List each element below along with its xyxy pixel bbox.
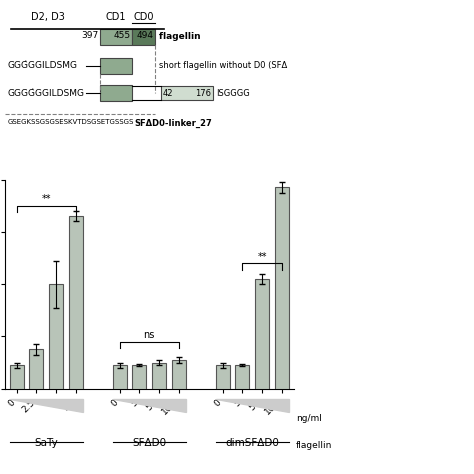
Polygon shape (113, 399, 186, 412)
Bar (216, 365, 229, 389)
Bar (69, 216, 83, 389)
Bar (275, 187, 289, 389)
Text: dimSFΔD0: dimSFΔD0 (225, 438, 279, 448)
Text: GSEGKSSGSGSESKVTDSGSETGSSGS: GSEGKSSGSGSESKVTDSGSETGSSGS (8, 119, 134, 125)
Bar (100, 58, 132, 74)
Bar (161, 86, 213, 100)
Text: CD1: CD1 (106, 12, 126, 22)
Text: short flagellin without D0 (SFΔ: short flagellin without D0 (SFΔ (159, 61, 288, 70)
Bar (9, 365, 24, 389)
Bar (255, 279, 269, 389)
Text: GGGĜGGILDSMG: GGGĜGGILDSMG (8, 89, 85, 98)
Polygon shape (216, 399, 289, 412)
Text: ISGGGG: ISGGGG (216, 89, 250, 98)
Text: GGĜGGILDSMG: GGĜGGILDSMG (8, 61, 78, 70)
Bar (49, 284, 63, 389)
Text: **: ** (42, 194, 51, 204)
Text: ns: ns (144, 330, 155, 340)
Bar (132, 365, 146, 389)
Text: **: ** (257, 252, 267, 262)
Text: 397: 397 (82, 31, 99, 40)
Text: 494: 494 (137, 31, 154, 40)
Bar (152, 363, 166, 389)
Bar (100, 29, 132, 45)
Text: 176: 176 (195, 89, 211, 98)
Text: SFΔD0-linker_27: SFΔD0-linker_27 (135, 119, 213, 128)
Text: 42: 42 (162, 89, 173, 98)
Polygon shape (9, 399, 83, 412)
Bar (113, 365, 127, 389)
Bar (100, 85, 132, 101)
Bar (172, 360, 186, 389)
Text: ng/ml: ng/ml (296, 414, 322, 423)
Bar (132, 29, 155, 45)
Bar (29, 349, 43, 389)
Text: SaTy: SaTy (35, 438, 58, 448)
Bar (236, 365, 249, 389)
Text: CD0: CD0 (133, 12, 154, 22)
Text: flagellin: flagellin (159, 32, 204, 41)
Text: 455: 455 (113, 31, 130, 40)
Text: flagellin: flagellin (296, 441, 332, 450)
Text: SFΔD0: SFΔD0 (132, 438, 166, 448)
Text: D2, D3: D2, D3 (31, 12, 65, 22)
